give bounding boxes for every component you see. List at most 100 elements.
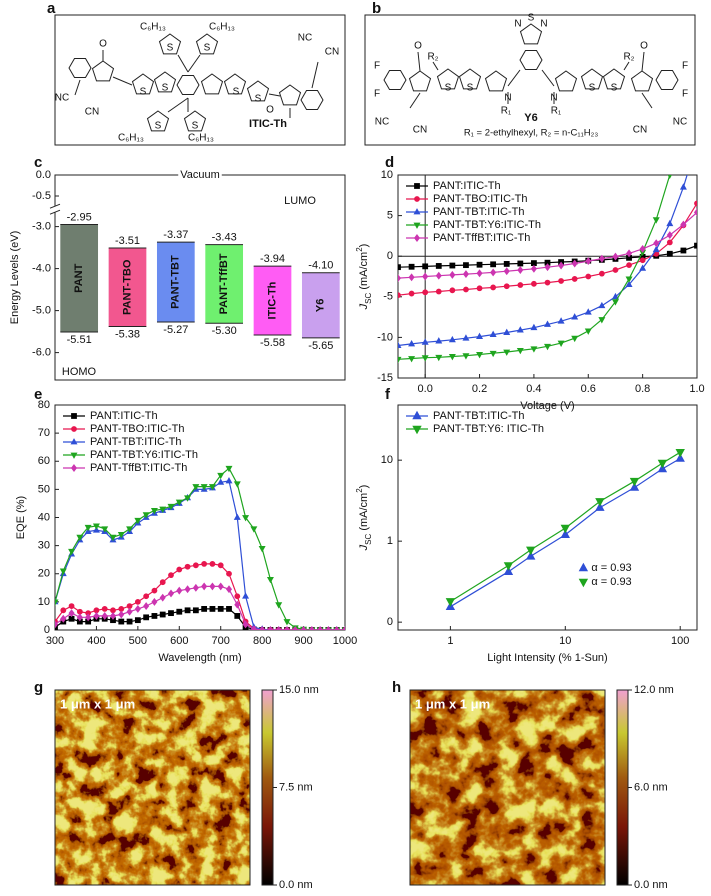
marker	[578, 578, 589, 588]
bond	[167, 97, 189, 113]
marker	[159, 611, 166, 618]
y-axis-label-part: J	[358, 544, 370, 551]
atom-label: N	[504, 93, 511, 104]
y-axis-label-part: )	[358, 244, 370, 248]
y-axis-label-part: 2	[355, 488, 364, 493]
marker	[208, 484, 216, 491]
category-label: ITIC-Th	[266, 281, 278, 319]
x-tick-label: 0.2	[472, 383, 487, 395]
x-tick-label: 500	[129, 635, 147, 647]
marker	[226, 606, 232, 612]
marker	[93, 607, 100, 614]
marker	[476, 269, 483, 278]
y-axis-label-part: SC	[364, 293, 373, 304]
value-label: -3.51	[115, 235, 140, 247]
annotation: α = 0.93	[591, 562, 631, 574]
ring	[246, 80, 270, 102]
marker	[666, 239, 673, 246]
y-tick-label: 0	[387, 250, 393, 262]
marker	[167, 589, 175, 598]
marker	[275, 602, 283, 609]
marker	[531, 280, 537, 287]
colorbar	[261, 689, 274, 886]
category-label: PANT-TBT	[170, 255, 182, 309]
bond	[74, 79, 81, 96]
plot-area	[55, 465, 345, 630]
marker	[59, 568, 67, 575]
marker	[585, 273, 592, 280]
marker	[192, 562, 199, 569]
marker	[101, 526, 109, 533]
marker	[151, 597, 158, 606]
marker	[666, 219, 674, 227]
marker	[408, 339, 416, 347]
marker	[463, 286, 469, 293]
value-label: -5.30	[212, 325, 237, 337]
ring	[131, 73, 155, 95]
marker	[84, 524, 92, 532]
marker	[694, 242, 697, 249]
annotation-bg	[178, 169, 222, 181]
colorbar-label: 0.0 nm	[634, 879, 668, 891]
y-axis-label-part: 2	[355, 247, 364, 252]
category-label: Y6	[315, 299, 327, 312]
annotation: Vacuum	[180, 169, 220, 181]
marker	[612, 267, 619, 273]
marker	[503, 349, 511, 356]
marker	[435, 263, 442, 269]
marker	[217, 478, 225, 485]
marker	[611, 299, 619, 306]
marker	[225, 465, 233, 473]
marker	[526, 551, 536, 560]
marker	[175, 499, 183, 506]
y-axis-label-part: SC	[364, 534, 373, 545]
marker	[435, 354, 443, 362]
x-axis-label: Voltage (V)	[520, 400, 574, 412]
y-tick-label: 10	[38, 596, 50, 608]
plot-frame	[397, 404, 698, 631]
atom-label: F	[374, 61, 380, 72]
marker	[150, 508, 158, 515]
marker	[666, 231, 673, 240]
marker	[159, 579, 166, 586]
marker	[134, 598, 141, 605]
marker	[176, 586, 183, 595]
marker	[159, 593, 166, 602]
ring	[554, 70, 578, 92]
marker	[560, 524, 570, 534]
ring	[176, 75, 200, 95]
bond	[641, 92, 653, 109]
marker	[101, 606, 108, 612]
atom-label: S	[589, 83, 596, 94]
marker	[266, 576, 274, 584]
atom-label: S	[167, 43, 174, 54]
ring	[580, 68, 604, 90]
marker	[571, 276, 578, 282]
structure-box	[54, 14, 346, 146]
legend-label: PANT-TBT:Y6:ITIC-Th	[90, 449, 198, 461]
atom-label: F	[374, 89, 380, 100]
legend-label: PANT-TffBT:ITIC-Th	[433, 232, 530, 244]
marker	[398, 264, 401, 271]
ring	[602, 68, 626, 90]
marker	[118, 610, 125, 619]
x-tick-label: 0.6	[581, 383, 596, 395]
x-tick-label: 800	[253, 635, 271, 647]
marker	[209, 606, 216, 612]
x-tick-label: 10	[559, 635, 571, 647]
marker	[414, 183, 420, 189]
marker	[448, 354, 456, 361]
marker	[134, 617, 141, 624]
atom-label: C₆H₁₃	[140, 22, 166, 33]
afm-image	[55, 690, 250, 885]
legend-label: PANT-TBO:ITIC-Th	[90, 423, 185, 435]
marker	[283, 619, 291, 626]
ring	[223, 73, 247, 95]
bond	[311, 61, 319, 89]
value-label: -5.27	[163, 324, 188, 336]
marker	[530, 323, 538, 331]
marker	[694, 200, 697, 207]
marker	[693, 208, 697, 217]
atom-label: NC	[673, 117, 687, 128]
marker	[250, 625, 257, 630]
